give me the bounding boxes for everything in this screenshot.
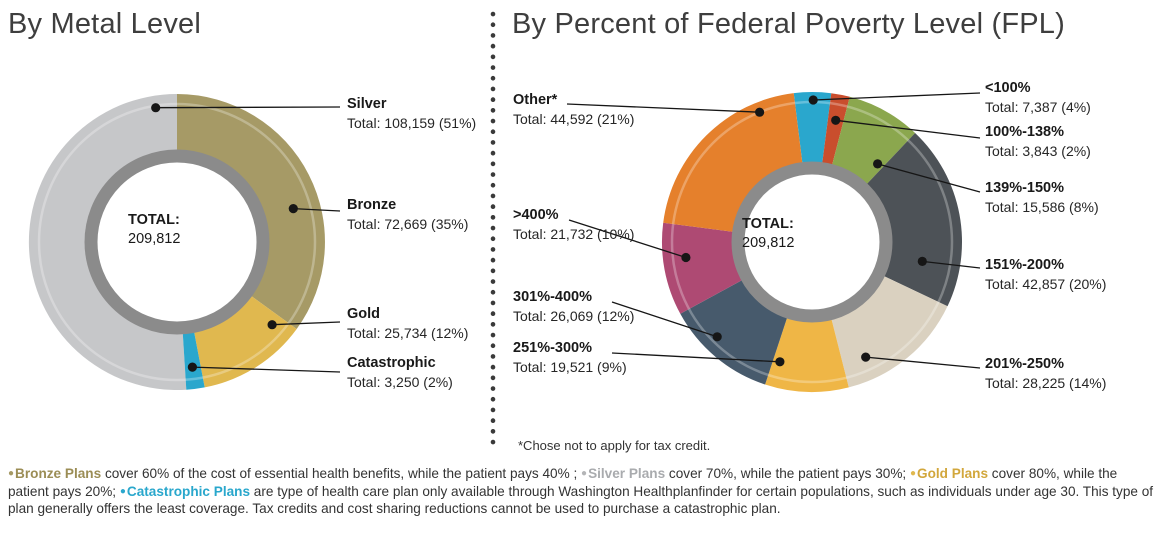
leader-dot	[861, 352, 871, 362]
bronze-bullet: ●	[8, 468, 15, 479]
donut-segment-Bronze	[177, 94, 325, 329]
leader-dot	[681, 252, 691, 263]
donut-segment->400%	[661, 222, 742, 314]
donut-segment-139%-150%	[832, 96, 916, 184]
label-251-300: 251%-300% Total: 19,521 (9%)	[513, 340, 627, 375]
right-total-label: TOTAL:	[742, 216, 794, 232]
leader-dot	[187, 362, 197, 372]
label-bronze: Bronze Total: 72,669 (35%)	[347, 197, 469, 232]
leader-line	[155, 106, 341, 109]
label-under-100: <100% Total: 7,387 (4%)	[985, 80, 1091, 115]
right-chart-title: By Percent of Federal Poverty Level (FPL…	[512, 8, 1065, 40]
footer-text: cover 60% of the cost of essential healt…	[101, 466, 582, 481]
label-151-200: 151%-200% Total: 42,857 (20%)	[985, 257, 1107, 292]
leader-line	[611, 352, 780, 363]
leader-line	[813, 92, 981, 101]
label-139-150: 139%-150% Total: 15,586 (8%)	[985, 180, 1099, 215]
leader-dot	[712, 332, 722, 342]
leader-dot	[917, 256, 927, 266]
leader-dot	[775, 357, 785, 367]
donut-segment-301%-400%	[680, 280, 787, 385]
inner-gray-ring	[84, 149, 270, 335]
leader-dot	[873, 159, 883, 169]
donut-metal-level	[28, 93, 325, 390]
right-total-value: 209,812	[742, 235, 795, 251]
leader-line	[568, 219, 687, 259]
footer-text: are type of health care plan only availa…	[8, 483, 1154, 517]
silver-plans-label: Silver Plans	[588, 466, 666, 481]
catastrophic-bullet: ●	[119, 485, 126, 497]
left-chart-title: By Metal Level	[8, 8, 201, 40]
ring-highlight	[37, 102, 317, 382]
leader-line	[293, 207, 341, 212]
leader-line	[611, 301, 718, 338]
donut-segment-201%-250%	[831, 276, 948, 388]
donut-segment-Silver	[28, 93, 187, 390]
donut-segment-Other*	[663, 93, 803, 232]
silver-bullet: ●	[581, 468, 588, 479]
footer-text: cover 70%, while the patient pays 30%;	[665, 466, 910, 481]
donut-segment-100%-138%	[822, 93, 850, 165]
leader-dot	[267, 320, 277, 330]
label-other: Other* Total: 44,592 (21%)	[513, 92, 635, 127]
leader-dot	[831, 115, 841, 125]
label-over-400: >400% Total: 21,732 (10%)	[513, 207, 635, 242]
catastrophic-plans-label: Catastrophic Plans	[126, 483, 251, 499]
label-100-138: 100%-138% Total: 3,843 (2%)	[985, 124, 1091, 159]
label-201-250: 201%-250% Total: 28,225 (14%)	[985, 356, 1107, 391]
label-catastrophic: Catastrophic Total: 3,250 (2%)	[347, 355, 453, 390]
gold-bullet: ●	[909, 468, 917, 479]
leader-line	[272, 321, 341, 326]
leader-line	[192, 366, 341, 373]
donut-segment-251%-300%	[765, 318, 849, 392]
leader-dot	[808, 95, 818, 105]
right-donut-center: TOTAL: 209,812	[742, 216, 794, 251]
tax-credit-footnote: *Chose not to apply for tax credit.	[518, 438, 711, 453]
label-301-400: 301%-400% Total: 26,069 (12%)	[513, 289, 635, 324]
leader-dot	[755, 107, 765, 117]
label-gold: Gold Total: 25,734 (12%)	[347, 306, 469, 341]
footer-text: cover 80%, while the patient pays 20%;	[8, 466, 1118, 499]
donut-segment-<100%	[793, 91, 832, 163]
left-donut-center: TOTAL: 209,812	[128, 212, 180, 247]
left-total-label: TOTAL:	[128, 212, 180, 228]
donut-fpl	[661, 91, 963, 392]
leader-line	[877, 163, 981, 193]
leader-line	[835, 119, 981, 139]
leader-line	[865, 356, 981, 369]
donut-segment-Gold	[194, 296, 297, 388]
gold-plans-label: Gold Plans	[917, 466, 989, 481]
label-silver: Silver Total: 108,159 (51%)	[347, 96, 477, 131]
leader-line	[566, 103, 760, 113]
bronze-plans-label: Bronze Plans	[15, 466, 102, 481]
donut-segment-Catastrophic	[182, 332, 205, 390]
leader-dot	[288, 204, 298, 214]
inner-gray-ring	[731, 161, 893, 323]
leader-line	[922, 260, 981, 269]
leader-dot	[151, 103, 161, 113]
left-total-value: 209,812	[128, 231, 181, 247]
footer-note: ●Bronze Plans cover 60% of the cost of e…	[8, 465, 1154, 518]
